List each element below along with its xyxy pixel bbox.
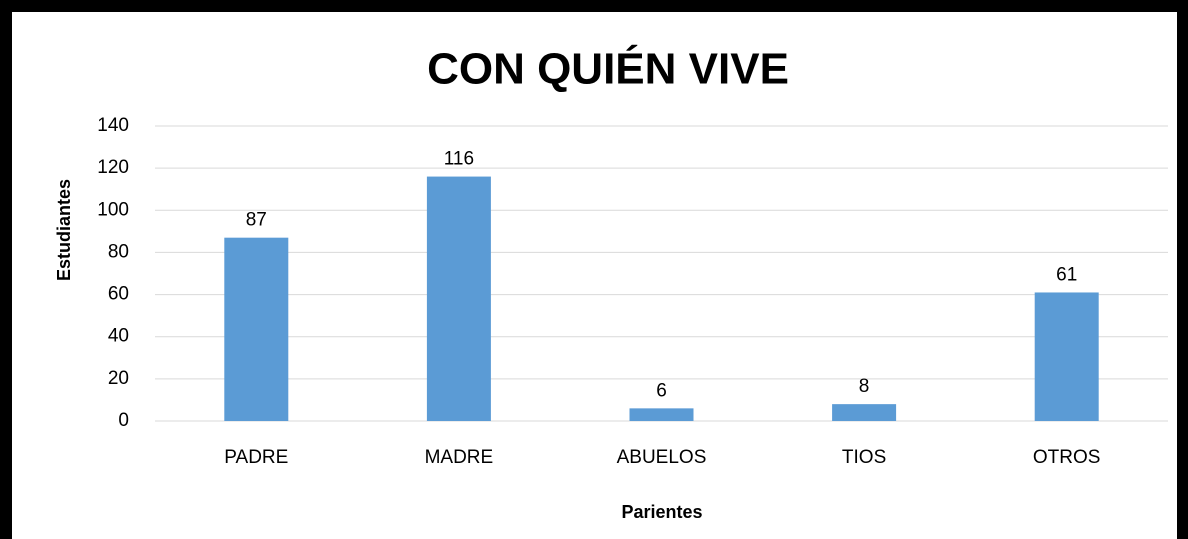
chart-title: CON QUIÉN VIVE <box>427 44 789 94</box>
y-tick-label: 20 <box>108 368 129 389</box>
x-tick-label: TIOS <box>842 447 886 468</box>
x-tick-label: OTROS <box>1033 447 1101 468</box>
border-top <box>0 0 1188 12</box>
bar <box>224 237 289 421</box>
y-axis-label: Estudiantes <box>54 179 74 281</box>
bar <box>1034 292 1099 421</box>
x-tick-label: MADRE <box>425 447 494 468</box>
y-tick-label: 100 <box>97 199 129 220</box>
x-tick-label: PADRE <box>224 447 288 468</box>
border-left <box>0 0 12 539</box>
y-tick-label: 40 <box>108 326 129 347</box>
y-tick-label: 80 <box>108 241 129 262</box>
bar <box>832 404 897 421</box>
bar <box>426 176 491 421</box>
y-tick-label: 0 <box>118 410 129 431</box>
x-tick-label: ABUELOS <box>617 447 707 468</box>
data-label: 61 <box>1056 264 1077 285</box>
x-axis-label: Parientes <box>621 502 702 522</box>
data-label: 116 <box>444 149 474 170</box>
y-tick-label: 60 <box>108 284 129 305</box>
data-label: 8 <box>859 376 870 397</box>
data-label: 87 <box>246 210 267 231</box>
y-tick-label: 120 <box>97 157 129 178</box>
y-tick-label: 140 <box>97 115 129 136</box>
bar <box>629 408 694 421</box>
border-right <box>1177 0 1188 539</box>
data-label: 6 <box>656 380 667 401</box>
